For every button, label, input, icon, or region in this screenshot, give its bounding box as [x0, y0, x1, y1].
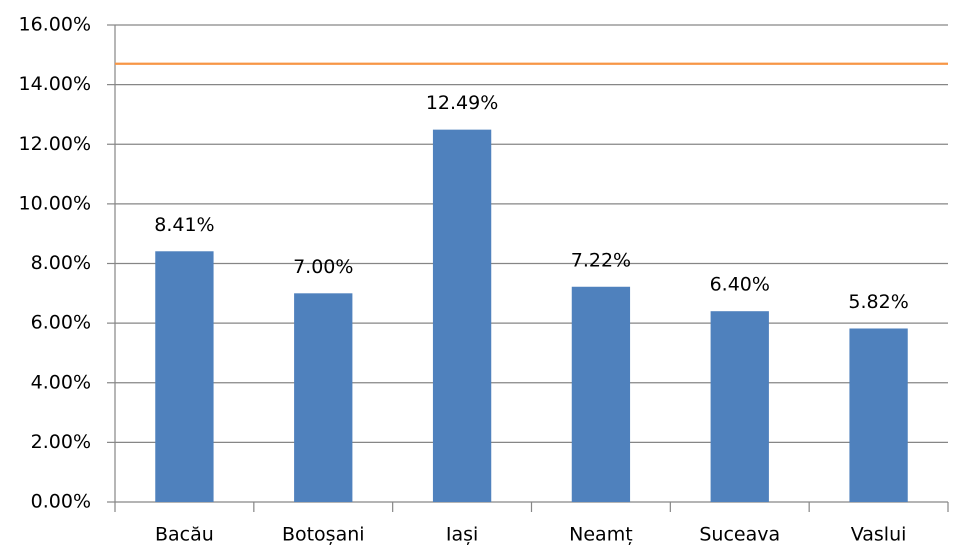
data-label: 5.82% — [848, 291, 908, 313]
y-tick-label: 10.00% — [19, 192, 91, 214]
x-tick-label: Vaslui — [851, 524, 907, 546]
data-label: 6.40% — [710, 274, 770, 296]
y-tick-label: 6.00% — [31, 312, 91, 334]
x-tick-label: Neamț — [569, 524, 633, 546]
x-tick-label: Bacău — [155, 524, 214, 546]
bar — [710, 311, 769, 502]
y-tick-label: 12.00% — [19, 133, 91, 155]
bar — [571, 286, 631, 502]
x-tick-label: Iași — [446, 524, 478, 546]
data-label: 7.22% — [571, 249, 631, 271]
data-label: 7.00% — [293, 256, 353, 278]
y-tick-label: 14.00% — [19, 73, 91, 95]
bar — [155, 251, 214, 502]
bar — [294, 293, 353, 502]
bar — [849, 328, 908, 502]
bar — [432, 129, 492, 502]
y-tick-label: 4.00% — [31, 371, 91, 393]
y-tick-label: 2.00% — [31, 431, 91, 453]
y-tick-label: 8.00% — [31, 252, 91, 274]
x-tick-label: Botoșani — [282, 524, 365, 546]
y-tick-label: 16.00% — [19, 14, 91, 36]
y-tick-label: 0.00% — [31, 491, 91, 513]
data-label: 12.49% — [426, 92, 498, 114]
data-label: 8.41% — [154, 214, 214, 236]
x-tick-label: Suceava — [699, 524, 780, 546]
